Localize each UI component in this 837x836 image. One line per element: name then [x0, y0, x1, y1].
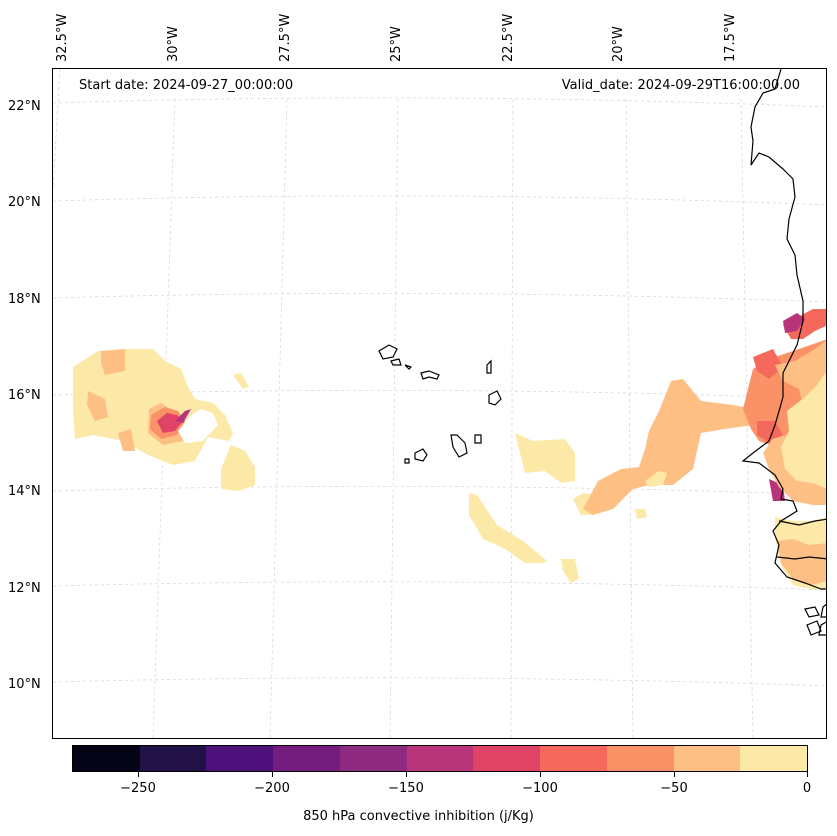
cin-fill-coast-red [753, 309, 826, 441]
colorbar-segment [206, 746, 274, 771]
colorbar-tick-label: −250 [120, 781, 156, 796]
lat-label: 18°N [8, 292, 41, 307]
cin-fill-central-1 [515, 433, 575, 483]
colorbar-tick [272, 772, 273, 777]
lon-label: 25°W [389, 26, 404, 62]
island-boa-vista [488, 390, 502, 406]
lat-label: 20°N [8, 195, 41, 210]
colorbar-tick [540, 772, 541, 777]
longitude-axis: 32.5°W 30°W 27.5°W 25°W 22.5°W 20°W 17.5… [55, 14, 738, 62]
island-fogo [414, 448, 428, 462]
colorbar-segment [406, 746, 474, 771]
cin-fill-coast-light [781, 371, 826, 489]
map-panel [52, 68, 827, 739]
colorbar-tick [406, 772, 407, 777]
cin-contour-fills [73, 309, 826, 589]
lat-label: 10°N [8, 677, 41, 692]
colorbar-tick-label: −50 [660, 781, 688, 796]
cin-fill-small-1 [233, 373, 249, 389]
colorbar-segment [673, 746, 741, 771]
cin-fill-east-light-in [635, 471, 667, 519]
cin-fill-west-red [157, 413, 183, 433]
coastlines [741, 69, 826, 636]
gambia-river [778, 518, 826, 526]
cin-fill-west-magenta [175, 409, 191, 423]
island-santiago [450, 434, 468, 458]
cin-hole-west [178, 409, 218, 443]
cin-fill-small-2 [221, 445, 255, 491]
island-santo-antao [378, 344, 398, 360]
lon-label: 30°W [166, 26, 181, 62]
bissagos-2 [820, 603, 826, 618]
lat-label: 22°N [8, 99, 41, 114]
colorbar-segment [73, 746, 140, 771]
cin-fill-coast-south-orange [777, 539, 826, 585]
island-sao-nicolau [420, 370, 440, 380]
lon-label: 17.5°W [723, 14, 738, 62]
colorbar-segment [740, 746, 808, 771]
colorbar-tick-label: 0 [802, 781, 812, 796]
colorbar-tick [674, 772, 675, 777]
cape-verde-islands [378, 344, 502, 464]
bissagos-1 [804, 606, 820, 618]
lat-label: 16°N [8, 388, 41, 403]
lon-label: 20°W [611, 26, 626, 62]
colorbar-title: 850 hPa convective inhibition (j/Kg) [303, 809, 534, 824]
colorbar-segment [540, 746, 607, 771]
cin-fill-central-3 [561, 559, 579, 583]
colorbar-segment [139, 746, 207, 771]
colorbar [72, 745, 808, 772]
colorbar-tick-label: −200 [254, 781, 290, 796]
island-santa-luzia [404, 364, 413, 370]
colorbar-segment [273, 746, 340, 771]
lat-label: 12°N [8, 581, 41, 596]
lon-label: 32.5°W [55, 14, 70, 62]
colorbar-segment [473, 746, 541, 771]
africa-coastline [741, 69, 826, 590]
colorbar-segment [606, 746, 674, 771]
cin-fill-east-orange [583, 379, 753, 515]
valid-date-label: Valid_date: 2024-09-29T16:00:00.00 [561, 78, 800, 93]
colorbar-tick-label: −150 [388, 781, 424, 796]
island-sao-vicente [390, 358, 402, 366]
bissagos-3 [806, 620, 822, 636]
lon-label: 22.5°W [501, 14, 516, 62]
island-sal [486, 359, 492, 374]
cin-fill-central-2 [469, 493, 547, 563]
colorbar-tick [138, 772, 139, 777]
colorbar-tick [807, 772, 808, 777]
colorbar-segment [339, 746, 407, 771]
start-date-label: Start date: 2024-09-27_00:00:00 [79, 78, 294, 93]
cin-fill-coast-magenta [769, 313, 805, 501]
colorbar-tick-label: −100 [522, 781, 558, 796]
island-maio [474, 434, 482, 444]
map-canvas [53, 69, 826, 738]
bissagos-4 [818, 621, 826, 636]
island-brava [404, 458, 410, 464]
lon-label: 27.5°W [278, 14, 293, 62]
lat-label: 14°N [8, 484, 41, 499]
casamance-coast [776, 556, 826, 560]
